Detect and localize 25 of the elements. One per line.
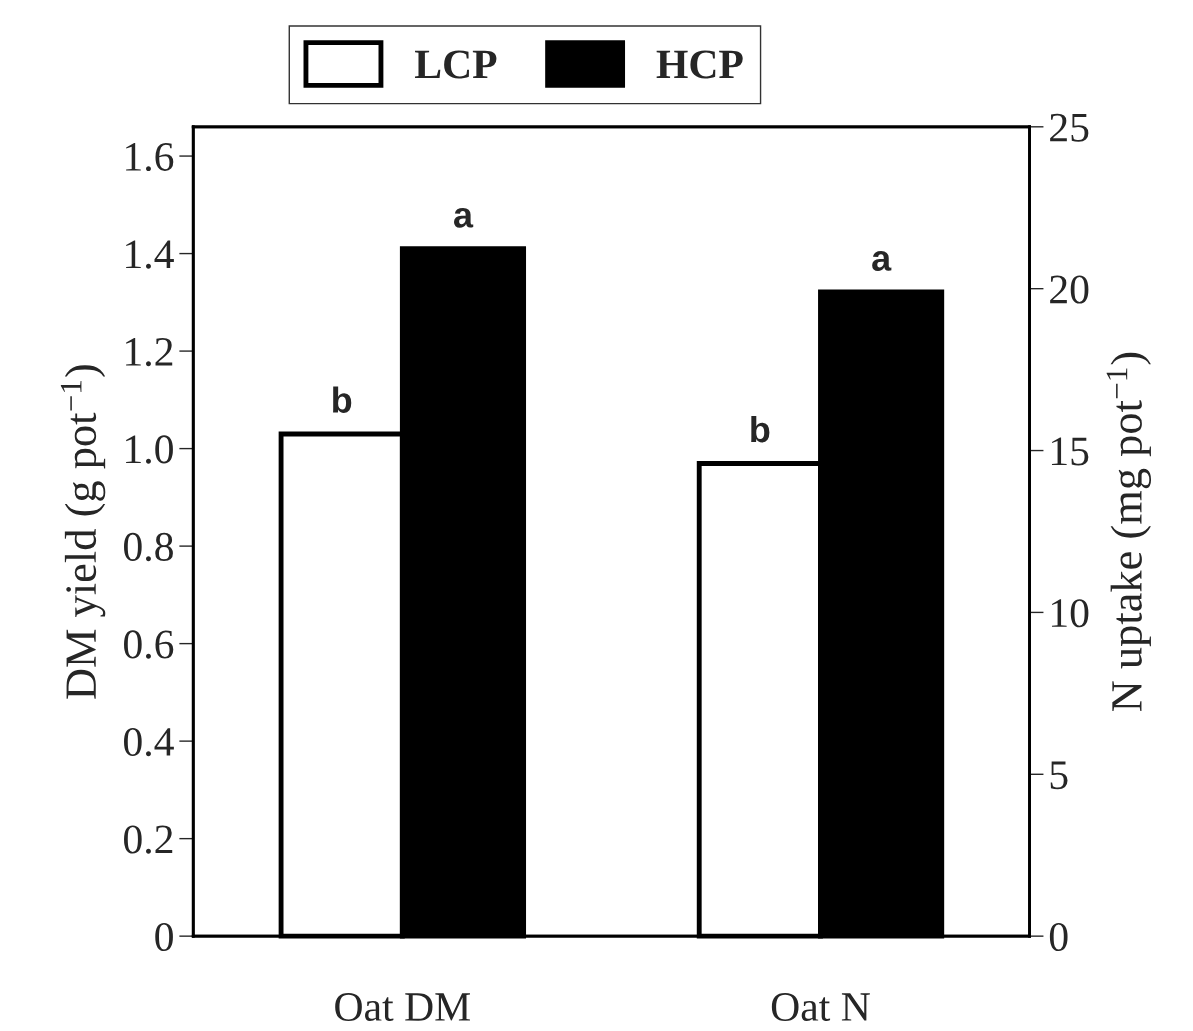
y-tick-label: 1.2 [126, 337, 173, 367]
y2-tick-label: 20 [1050, 275, 1089, 304]
y-tick-label: 0.6 [124, 630, 174, 659]
annotation: b [751, 415, 770, 443]
y2-axis-title: N uptake (mg pot$^{−1}$) [1106, 352, 1152, 712]
y-tick-label: 1.6 [126, 142, 174, 172]
y2-tick-label: 5 [1050, 761, 1068, 790]
y2-tick-label: 15 [1051, 437, 1089, 466]
y-axis-title: DM yield (g pot$^{−1}$) [60, 365, 106, 699]
y2-tick-label: 10 [1051, 599, 1089, 628]
y2-tick-label: 25 [1050, 113, 1089, 142]
y-tick-label: 1.0 [126, 435, 173, 464]
y-tick-label: 0 [155, 922, 173, 952]
y2-tick-label: 0 [1049, 922, 1068, 952]
y-tick-label: 1.4 [126, 240, 174, 269]
x-tick-label: Oat DM [335, 993, 470, 1022]
annotation: a [453, 207, 474, 228]
annotation: b [333, 386, 352, 413]
annotation: a [872, 251, 892, 271]
y-tick-label: 0.2 [124, 825, 173, 854]
legend-label: LCP [414, 50, 497, 79]
x-tick-label: Oat N [771, 993, 870, 1022]
legend-label: HCP [656, 50, 743, 79]
y-tick-label: 0.8 [124, 532, 173, 562]
y-tick-label: 0.4 [124, 727, 174, 757]
